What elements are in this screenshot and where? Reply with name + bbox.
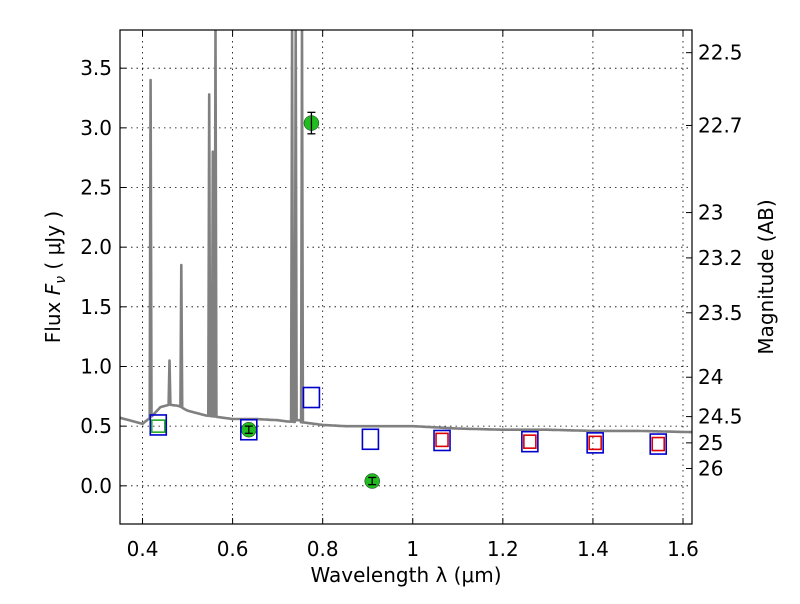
magnitude-tick-label: 24 bbox=[698, 365, 723, 389]
grid bbox=[120, 30, 692, 524]
plot-area bbox=[120, 30, 692, 489]
y-tick-label: 0.5 bbox=[80, 414, 112, 438]
y-axis-label: Flux Fν ( μJy ) bbox=[41, 211, 69, 343]
model-photometry-square bbox=[433, 429, 451, 452]
x-tick-label: 1 bbox=[406, 537, 419, 561]
model-photometry-square bbox=[588, 435, 602, 451]
axes-ticks: 0.4 0.6 0.8 1 1.2 1.4 1.6 0.0 0.5 1.0 1.5 2.0 2.5 3.0… bbox=[80, 30, 743, 561]
magnitude-tick-label: 26 bbox=[698, 457, 723, 481]
magnitude-tick-label: 23.5 bbox=[698, 301, 743, 325]
y-axis-label-unit: ( μJy ) bbox=[41, 211, 65, 276]
model-spectrum-line bbox=[120, 30, 692, 434]
model-photometry-square bbox=[586, 432, 604, 454]
x-tick-label: 1.4 bbox=[577, 537, 609, 561]
magnitude-tick-label: 22.5 bbox=[698, 41, 743, 65]
model-photometry-square bbox=[435, 432, 449, 448]
y-axis-label-sub: ν bbox=[53, 276, 69, 284]
y-tick-label: 2.0 bbox=[80, 235, 112, 259]
x-tick-label: 1.6 bbox=[667, 537, 699, 561]
x-tick-label: 0.8 bbox=[307, 537, 339, 561]
plot-frame bbox=[119, 29, 693, 525]
magnitude-tick-label: 22.7 bbox=[698, 113, 743, 137]
x-tick-label: 1.2 bbox=[487, 537, 519, 561]
y-tick-label: 2.5 bbox=[80, 176, 112, 200]
model-photometry-square bbox=[150, 419, 166, 433]
x-tick-label: 0.6 bbox=[217, 537, 249, 561]
y2-axis-label: Magnitude (AB) bbox=[754, 199, 778, 354]
y-tick-label: 1.5 bbox=[80, 295, 112, 319]
magnitude-tick-label: 23 bbox=[698, 201, 723, 225]
model-photometry-square bbox=[651, 436, 666, 452]
x-tick-label: 0.4 bbox=[127, 537, 159, 561]
y-tick-label: 3.0 bbox=[80, 116, 112, 140]
model-photometry-square bbox=[302, 386, 321, 409]
y-axis-label-var: F bbox=[41, 283, 65, 295]
model-photometry-square bbox=[149, 414, 168, 436]
model-photometry-square bbox=[649, 433, 668, 455]
y-tick-label: 0.0 bbox=[80, 474, 112, 498]
y-axis-label-prefix: Flux bbox=[41, 295, 65, 343]
model-photometry-square bbox=[523, 434, 537, 449]
model-photometry-square bbox=[521, 430, 539, 453]
y-tick-label: 3.5 bbox=[80, 56, 112, 80]
model-photometry-square bbox=[240, 418, 258, 441]
y-tick-label: 1.0 bbox=[80, 354, 112, 378]
model-photometry-square bbox=[361, 428, 380, 451]
magnitude-tick-label: 24.5 bbox=[698, 405, 743, 429]
x-axis-label: Wavelength λ (μm) bbox=[310, 563, 501, 587]
magnitude-tick-label: 25 bbox=[698, 431, 723, 455]
magnitude-tick-label: 23.2 bbox=[698, 246, 743, 270]
